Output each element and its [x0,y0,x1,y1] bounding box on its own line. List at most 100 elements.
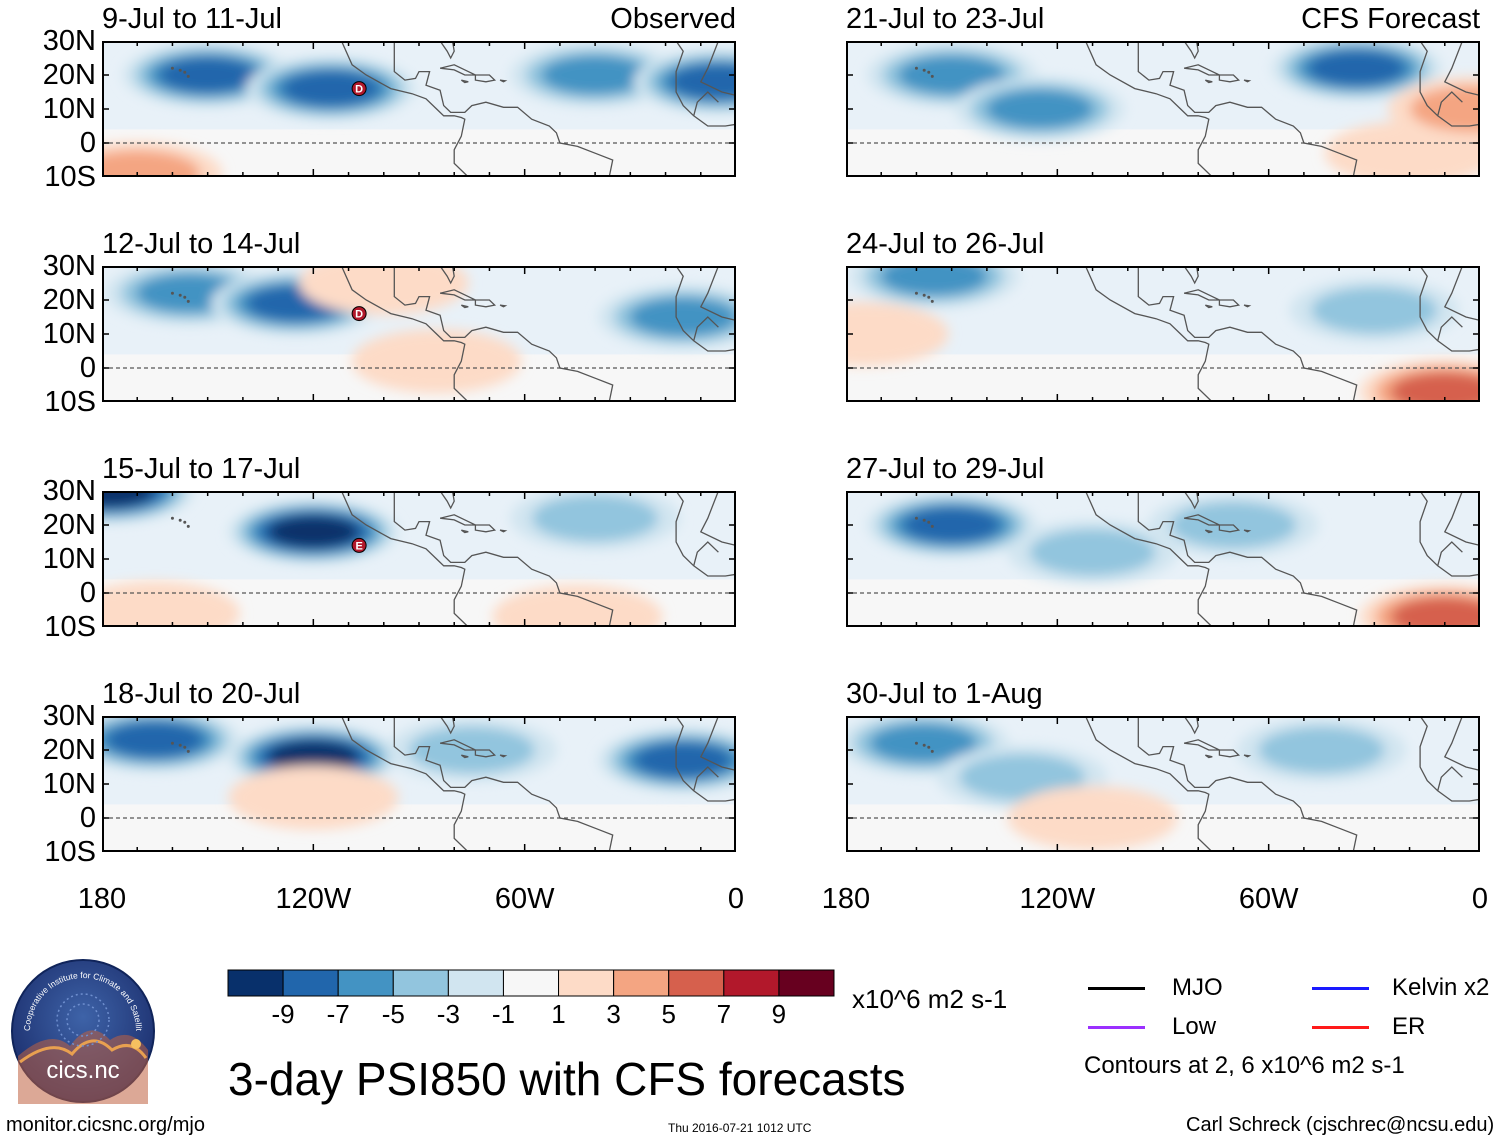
anomaly-contour [1391,372,1480,402]
anomaly-contour [634,742,732,778]
lat-tick-label: 30N [42,700,96,732]
coastline [1419,716,1480,802]
coastline [675,41,736,127]
coastline [1137,491,1358,627]
cics-logo: cics.nc Cooperative Institute for Climat… [8,950,156,1104]
anomaly-contour [959,754,1086,801]
coastline [1437,766,1463,791]
anomaly-contour [1311,287,1438,334]
lat-tick-label: 10N [42,318,96,350]
colorbar-tick-label: -5 [381,999,405,1029]
coastline [393,491,614,627]
coastline [295,491,469,627]
panel-title: 9-Jul to 11-Jul [102,3,282,35]
coastline [419,266,455,285]
footer-timestamp: Thu 2016-07-21 1012 UTC [668,1121,812,1135]
coastline [460,79,469,84]
map-panel [846,266,1480,402]
colorbar-tick-label: 5 [661,999,676,1029]
lat-tick-label: 0 [79,127,96,159]
lat-tick-label: 0 [79,352,96,384]
island [170,66,174,70]
colorbar-tick-label: 3 [606,999,621,1029]
island [178,743,182,747]
anomaly-contour [102,491,155,507]
lat-tick-label: 10S [44,161,96,193]
island [186,524,190,528]
colorbar-swatch [778,969,835,997]
coastline [1204,304,1213,309]
colorbar-swatch [337,969,394,997]
anomaly-contour [282,71,380,106]
anomaly-contour [351,329,522,394]
island [922,68,926,72]
legend-label-kelvin: Kelvin x2 [1392,974,1490,1001]
observed-label: Observed [610,3,736,35]
colorbar-swatch [282,969,339,997]
anomaly-contour [298,266,469,315]
lat-tick-label: 20N [42,734,96,766]
legend-line-er [1312,1026,1369,1029]
coastline [693,766,719,791]
coastline [1039,716,1213,852]
colorbar-units: x10^6 m2 s-1 [852,984,1008,1014]
island [914,66,918,70]
lon-tick-label: 60W [1238,883,1299,915]
anomaly-contour [492,584,663,627]
lat-tick-label: 30N [42,250,96,282]
island [183,295,187,299]
coastline [1163,716,1199,735]
coastline [1437,541,1463,566]
island [170,741,174,745]
footer-credit: Carl Schreck (cjschrec@ncsu.edu) [1186,1114,1495,1136]
coastline [499,304,508,308]
island [922,743,926,747]
lon-tick-label: 0 [727,883,745,915]
coastline [693,316,719,341]
lat-tick-label: 30N [42,475,96,507]
lat-tick-label: 0 [79,577,96,609]
island [927,745,931,749]
storm-marker: D [351,81,367,97]
legend-line-kelvin [1312,987,1369,990]
anomaly-contour [228,765,399,830]
svg-text:E: E [355,540,362,552]
coastline [1437,91,1463,116]
coastline [1204,529,1213,534]
coastline [699,491,736,547]
lat-tick-label: 10N [42,768,96,800]
coastline [1218,749,1241,758]
panel-title: 27-Jul to 29-Jul [846,453,1045,485]
island [927,70,931,74]
coastline [1419,266,1480,352]
coastline [460,304,469,309]
lat-tick-label: 30N [42,25,96,57]
coastline [1243,529,1252,533]
coastline [1204,79,1213,84]
lat-tick-label: 0 [79,802,96,834]
colorbar-swatch [447,969,504,997]
island [914,291,918,295]
colorbar-tick-label: 7 [716,999,732,1029]
anomaly-contour [532,495,659,542]
coastline [1437,316,1463,341]
coastline [1163,41,1199,60]
coastline [295,716,469,852]
colorbar-tick-label: -1 [491,999,516,1029]
coastline [693,91,719,116]
colorbar-tick-label: 9 [771,999,787,1029]
panel-title: 24-Jul to 26-Jul [846,228,1045,260]
island [186,299,190,303]
coastline [675,266,736,352]
storm-marker: D [351,306,367,322]
coastline [393,41,614,177]
chart-title: 3-day PSI850 with CFS forecasts [228,1053,906,1105]
coastline [474,524,497,533]
coastline [499,529,508,533]
footer-url[interactable]: monitor.cicsnc.org/mjo [6,1114,205,1136]
colorbar-tick-label: 1 [551,999,566,1029]
anomaly-contour [1029,529,1156,576]
island [930,524,934,528]
anomaly-contour [898,55,1006,95]
coastline [1218,299,1241,308]
